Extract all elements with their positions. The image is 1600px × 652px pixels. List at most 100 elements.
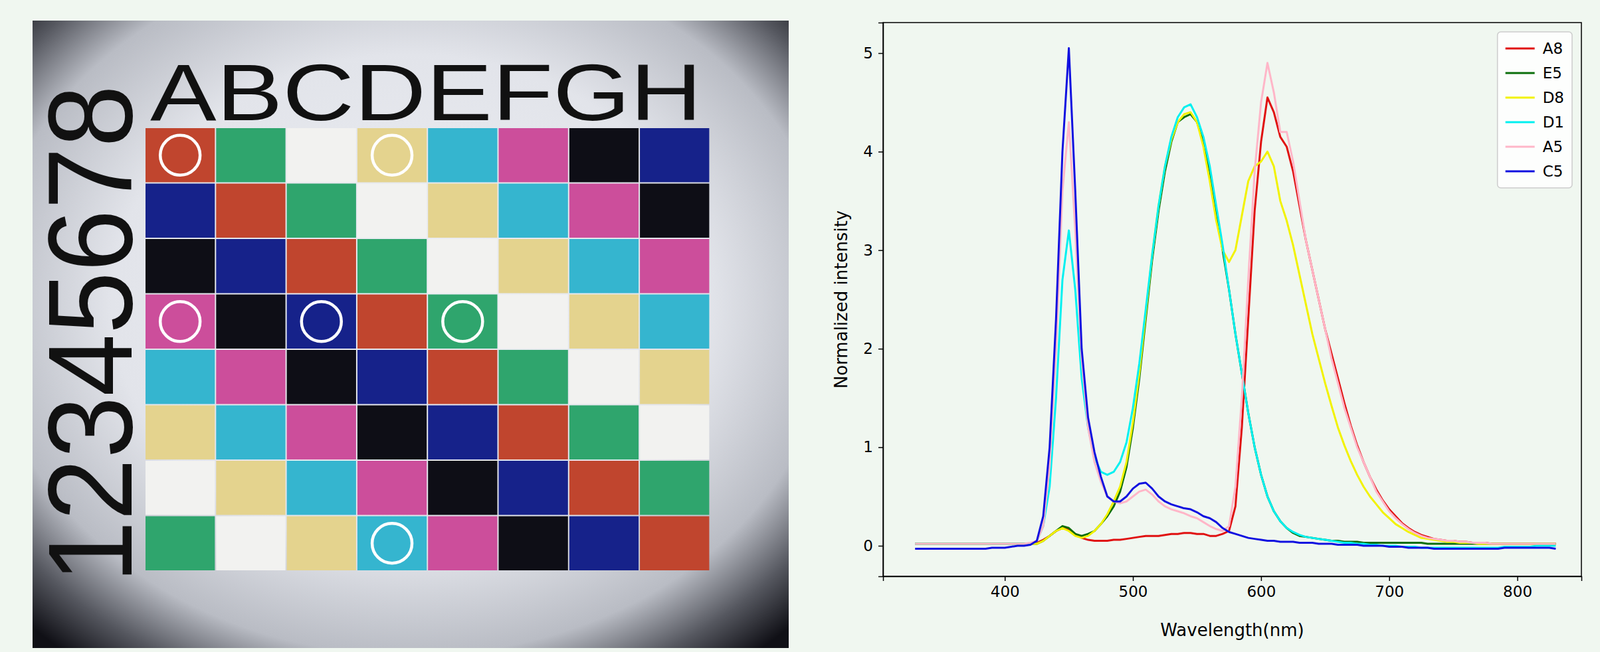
color-patch bbox=[499, 239, 569, 294]
color-patch bbox=[639, 461, 709, 516]
y-tick: 1 bbox=[863, 438, 884, 456]
color-patch bbox=[357, 461, 427, 516]
column-labels: ABCDEFGH bbox=[150, 47, 702, 137]
x-tick: 700 bbox=[1374, 576, 1404, 601]
color-patch bbox=[427, 516, 498, 572]
color-patch bbox=[357, 184, 427, 239]
legend-swatch bbox=[1505, 71, 1535, 74]
color-patch bbox=[499, 295, 569, 350]
color-patch bbox=[427, 350, 498, 405]
color-patch bbox=[215, 239, 286, 294]
spectrum-line bbox=[914, 48, 1556, 550]
spectrum-line bbox=[914, 63, 1556, 545]
legend-box bbox=[1497, 31, 1573, 189]
color-patch bbox=[215, 295, 286, 350]
color-patch bbox=[569, 461, 639, 516]
color-patch bbox=[639, 405, 709, 461]
color-patch bbox=[499, 516, 569, 572]
x-tick-label: 700 bbox=[1374, 583, 1404, 601]
legend-entry: D8 bbox=[1505, 89, 1565, 107]
color-patch bbox=[357, 350, 427, 405]
color-patch bbox=[569, 295, 639, 350]
color-patch bbox=[357, 239, 427, 294]
y-tick: 5 bbox=[863, 44, 884, 62]
color-patch bbox=[639, 516, 709, 572]
color-patch bbox=[215, 516, 286, 572]
color-patch bbox=[215, 184, 286, 239]
color-patch bbox=[287, 239, 357, 294]
color-patch bbox=[639, 350, 709, 405]
x-axis: 400 500 600 700 800 bbox=[883, 576, 1583, 601]
color-patch bbox=[427, 239, 498, 294]
photo-panel: ABCDEFGH12345678 bbox=[23, 20, 789, 649]
color-patch bbox=[357, 295, 427, 350]
selection-circle bbox=[372, 523, 412, 564]
color-patch bbox=[569, 239, 639, 294]
color-patch bbox=[215, 350, 286, 405]
x-tick-label: 500 bbox=[1118, 583, 1149, 601]
color-patch bbox=[357, 516, 427, 572]
color-patch bbox=[427, 461, 498, 516]
figure: ABCDEFGH12345678 400 500 600 700 800 0 1 2 3 4 5 Wav… bbox=[0, 0, 1600, 652]
selection-circle bbox=[160, 135, 200, 176]
background bbox=[0, 0, 1600, 652]
color-patch bbox=[427, 295, 498, 350]
y-tick: 4 bbox=[863, 142, 884, 161]
color-patch bbox=[287, 295, 357, 350]
y-tick-label: 2 bbox=[863, 340, 874, 358]
x-tick-mark bbox=[1261, 576, 1263, 582]
legend-label: C5 bbox=[1542, 162, 1564, 181]
legend-label: A8 bbox=[1542, 39, 1563, 58]
legend-entry: E5 bbox=[1505, 64, 1563, 82]
selection-circle bbox=[372, 135, 412, 176]
y-tick: 2 bbox=[863, 340, 884, 358]
y-tick-label: 3 bbox=[863, 241, 874, 260]
legend-label: D1 bbox=[1542, 113, 1565, 131]
color-patch bbox=[215, 405, 286, 461]
legend-entry: A8 bbox=[1505, 39, 1563, 58]
y-tick-mark bbox=[878, 348, 884, 351]
legend-label: E5 bbox=[1542, 64, 1563, 82]
x-axis-title: Wavelength(nm) bbox=[1160, 620, 1304, 641]
x-tick-mark bbox=[1516, 576, 1519, 582]
x-tick-label: 800 bbox=[1502, 583, 1533, 601]
legend-label: A5 bbox=[1542, 138, 1563, 156]
y-axis: 0 1 2 3 4 5 bbox=[863, 23, 884, 578]
legend-entry: A5 bbox=[1505, 138, 1563, 156]
legend: A8 E5 D8 D1 A5 C5 bbox=[1497, 31, 1573, 189]
x-tick: 500 bbox=[1118, 576, 1149, 601]
color-patch bbox=[639, 239, 709, 294]
color-patch bbox=[639, 184, 709, 239]
y-tick-label: 4 bbox=[863, 142, 874, 161]
legend-label: D8 bbox=[1542, 89, 1565, 107]
y-axis-title: Normalized intensity bbox=[831, 210, 852, 389]
color-patch bbox=[569, 405, 639, 461]
legend-entry: C5 bbox=[1505, 162, 1564, 181]
legend-swatch bbox=[1505, 170, 1535, 173]
y-tick-mark bbox=[878, 53, 884, 55]
legend-swatch bbox=[1505, 145, 1535, 148]
y-tick-label: 0 bbox=[863, 537, 874, 555]
color-patch bbox=[499, 184, 569, 239]
color-patch bbox=[569, 350, 639, 405]
color-patch bbox=[569, 184, 639, 239]
color-patch bbox=[357, 405, 427, 461]
legend-swatch bbox=[1505, 120, 1535, 123]
color-patch bbox=[287, 405, 357, 461]
color-patch bbox=[287, 516, 357, 572]
x-tick: 400 bbox=[990, 576, 1020, 601]
plot-lines bbox=[914, 48, 1556, 550]
color-patch bbox=[639, 295, 709, 350]
y-tick-label: 1 bbox=[863, 438, 874, 456]
color-patch bbox=[215, 461, 286, 516]
y-axis-line bbox=[878, 23, 884, 578]
legend-entry: D1 bbox=[1505, 113, 1565, 131]
y-tick-label: 5 bbox=[863, 44, 874, 62]
x-axis-line bbox=[883, 577, 1583, 583]
y-tick-mark bbox=[878, 151, 884, 153]
row-labels: 12345678 bbox=[23, 85, 157, 584]
x-tick-label: 600 bbox=[1246, 583, 1276, 601]
x-tick-mark bbox=[1388, 576, 1391, 582]
x-tick-mark bbox=[1004, 576, 1006, 582]
color-patch bbox=[499, 461, 569, 516]
